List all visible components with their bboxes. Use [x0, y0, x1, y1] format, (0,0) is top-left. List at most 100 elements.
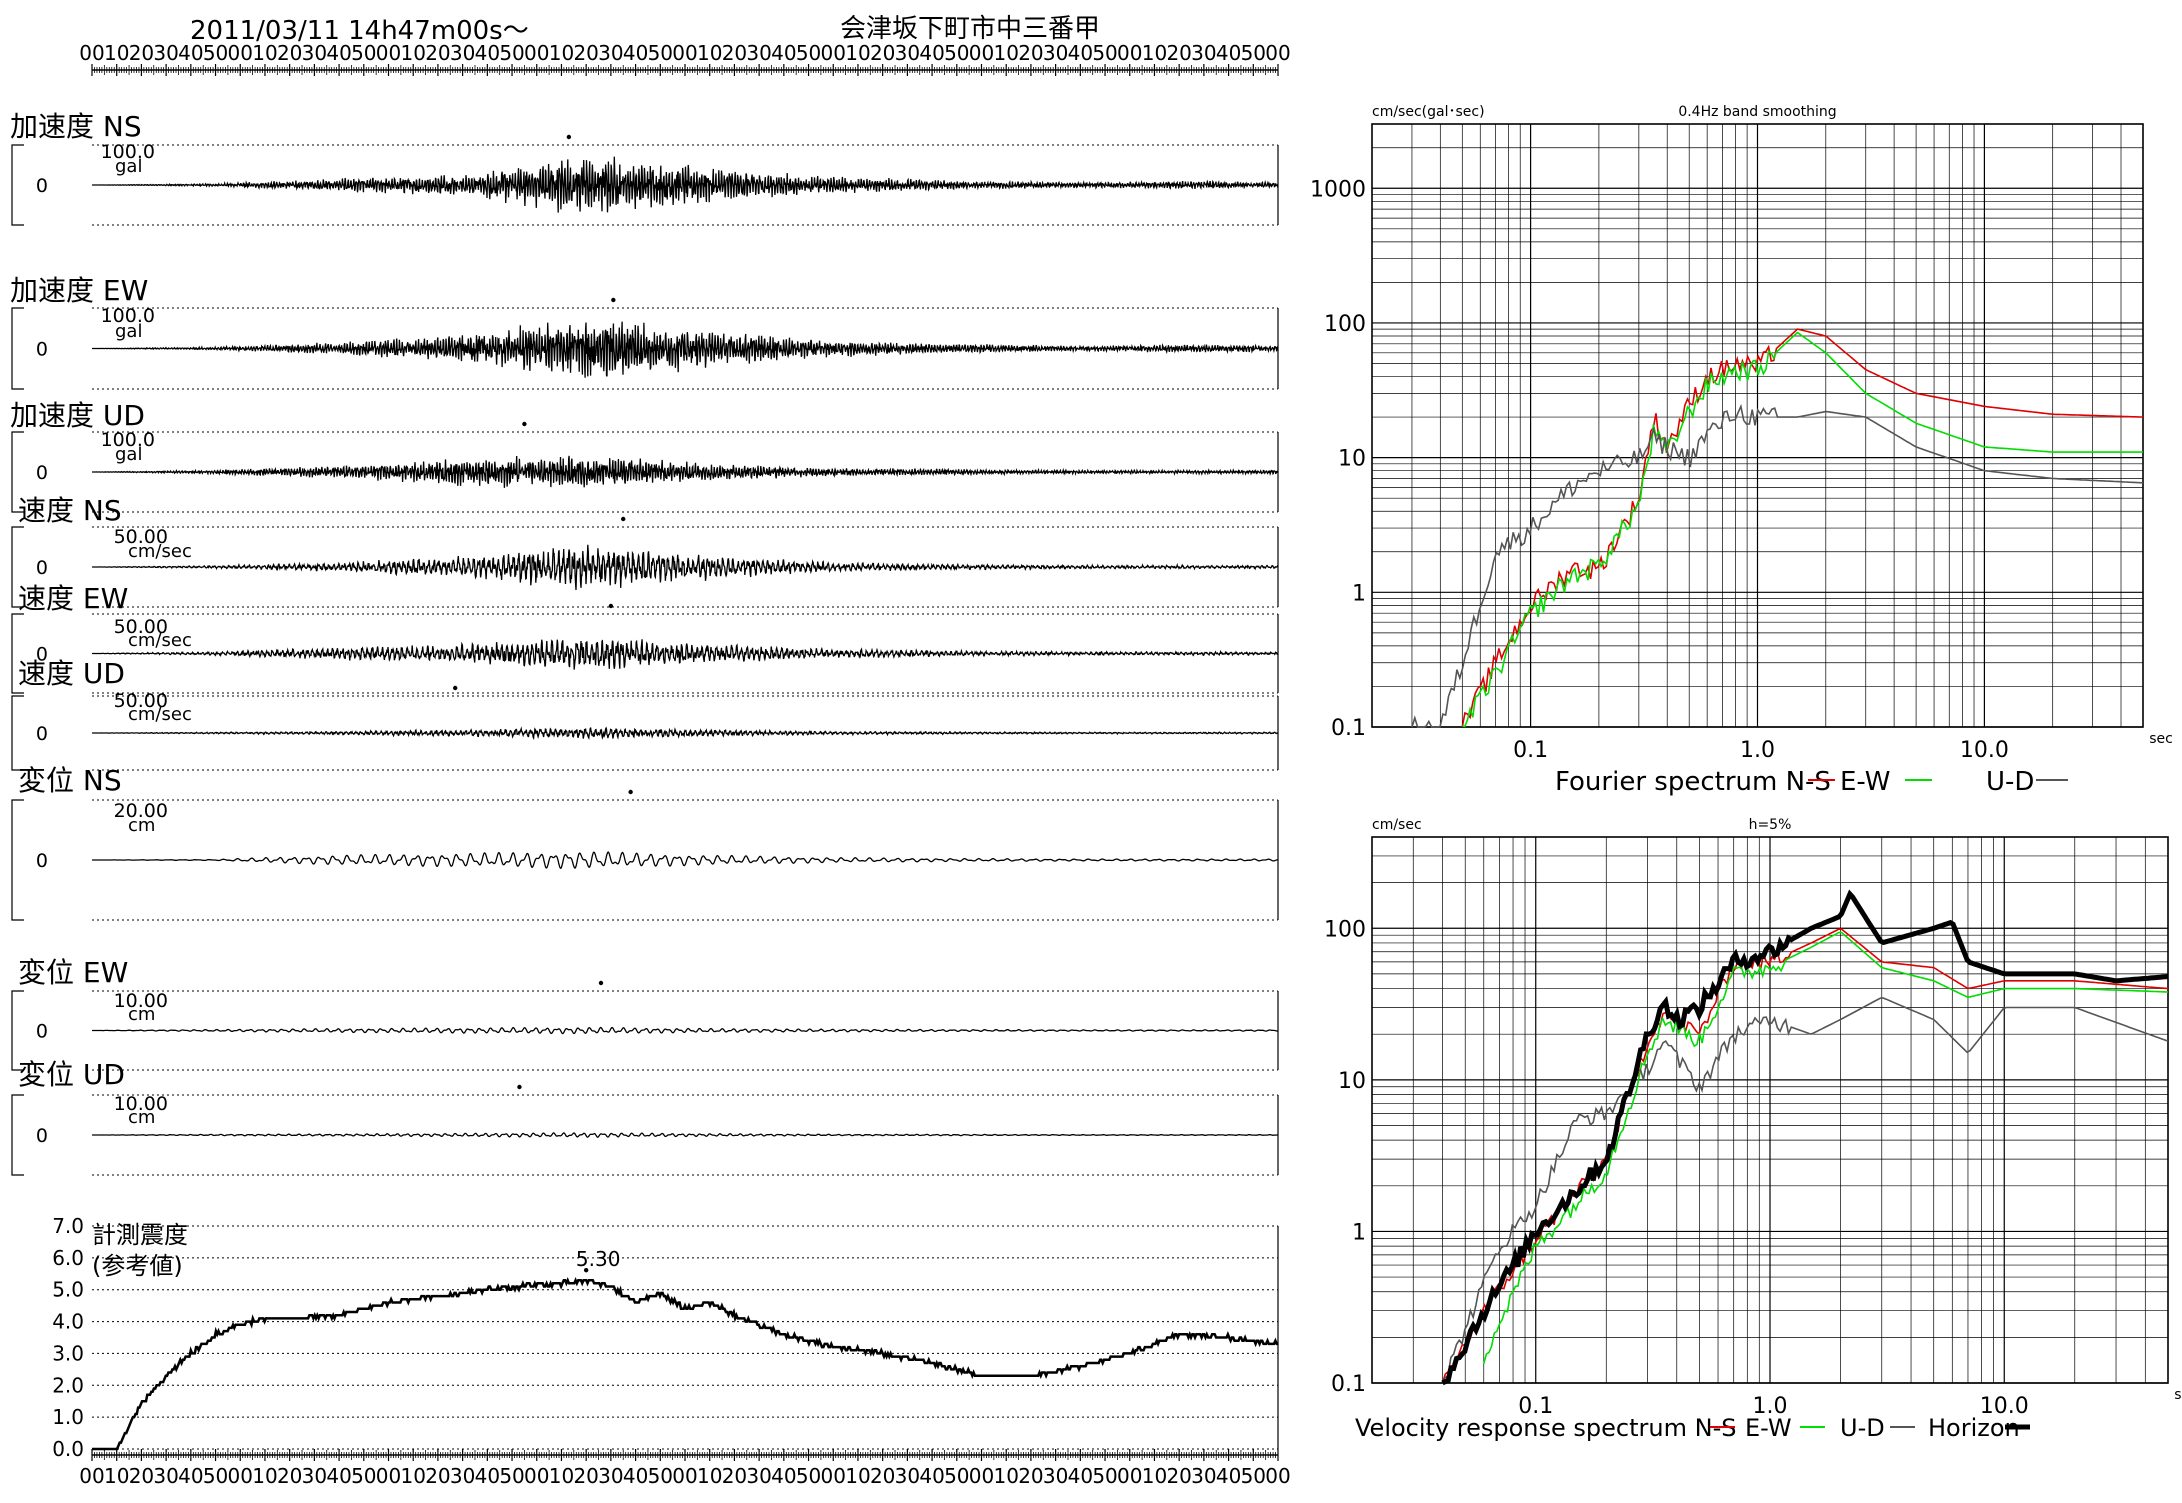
panel-disp-ns-unit-label: cm — [128, 815, 155, 836]
time-axis-top-tick-label: 40 — [1216, 41, 1241, 65]
fourier-y-tick-label: 0.1 — [1331, 716, 1366, 741]
time-axis-bottom-tick-label: 50 — [1092, 1464, 1117, 1488]
panel-vel-ew-bracket — [11, 613, 24, 694]
time-axis-bottom-tick-label: 10 — [1142, 1464, 1167, 1488]
time-axis-top-tick-label: 40 — [1068, 41, 1093, 65]
time-axis-bottom-tick-label: 20 — [425, 1464, 450, 1488]
time-axis-top-tick-label: 30 — [598, 41, 623, 65]
time-axis-bottom-tick-label: 00 — [1117, 1464, 1142, 1488]
time-axis-bottom-tick-label: 30 — [598, 1464, 623, 1488]
fourier-legend-ud-label: U-D — [1986, 767, 2034, 797]
intensity-y-tick-label: 3.0 — [52, 1341, 84, 1365]
time-axis-bottom-tick-label: 20 — [1018, 1464, 1043, 1488]
velocity-response-y-tick-label: 10 — [1338, 1069, 1366, 1094]
panel-disp-ud-bracket — [11, 1094, 24, 1176]
panel-vel-ns-unit-label: cm/sec — [128, 541, 192, 562]
time-axis-top-tick-label: 10 — [1142, 41, 1167, 65]
time-axis-bottom-tick-label: 20 — [129, 1464, 154, 1488]
intensity-y-tick-label: 0.0 — [52, 1437, 84, 1461]
time-axis-top-tick-label: 50 — [351, 41, 376, 65]
panel-acc-ns-bracket — [11, 144, 24, 226]
time-axis-top-tick-label: 00 — [228, 41, 253, 65]
time-axis-top-tick-label: 10 — [252, 41, 277, 65]
panel-disp-ew-bracket — [11, 990, 24, 1071]
panel-acc-ns-peak-marker — [566, 134, 572, 140]
panel-vel-ns-zero-label: 0 — [36, 557, 48, 579]
time-axis-bottom-tick-label: 40 — [919, 1464, 944, 1488]
time-axis-bottom-tick-label: 00 — [672, 1464, 697, 1488]
fourier-x-tick-label: 1.0 — [1740, 738, 1775, 763]
time-axis-bottom-tick-label: 50 — [203, 1464, 228, 1488]
time-axis-bottom-tick-label: 30 — [1191, 1464, 1216, 1488]
panel-disp-ns-scale-label: 20.00 — [114, 800, 168, 822]
time-axis-bottom-tick-label: 00 — [1265, 1464, 1290, 1488]
time-axis-bottom-tick-label: 20 — [573, 1464, 598, 1488]
panel-disp-ns-waveform — [92, 851, 1278, 869]
time-axis-bottom-tick-label: 10 — [252, 1464, 277, 1488]
time-axis-bottom-tick-label: 10 — [104, 1464, 129, 1488]
panel-vel-ud-bracket — [11, 695, 24, 771]
panel-vel-ns-waveform — [92, 544, 1279, 591]
time-axis-bottom-tick-label: 00 — [821, 1464, 846, 1488]
panel-disp-ns-bracket — [11, 799, 24, 921]
time-axis-bottom-tick-label: 40 — [1068, 1464, 1093, 1488]
time-axis-top-tick-label: 20 — [129, 41, 154, 65]
time-axis-top-tick-label: 00 — [672, 41, 697, 65]
panel-vel-ew-zero-label: 0 — [36, 644, 48, 666]
time-axis-bottom-tick-label: 30 — [302, 1464, 327, 1488]
panel-acc-ud-unit-label: gal — [115, 444, 142, 465]
time-axis-bottom-tick-label: 00 — [524, 1464, 549, 1488]
panel-acc-ew-bracket — [11, 307, 24, 390]
time-axis-bottom-tick-label: 10 — [549, 1464, 574, 1488]
velocity-legend-horizon-label: Horizon — [1928, 1414, 2020, 1442]
time-axis-bottom-tick-label: 40 — [475, 1464, 500, 1488]
time-axis-top-tick-label: 40 — [919, 41, 944, 65]
panel-vel-ns-scale-label: 50.00 — [114, 526, 168, 548]
panel-disp-ud-title: 変位 UD — [18, 1058, 125, 1091]
panel-vel-ud-zero-label: 0 — [36, 723, 48, 745]
time-axis-bottom-tick-label: 30 — [895, 1464, 920, 1488]
time-axis-top-tick-label: 40 — [178, 41, 203, 65]
panel-acc-ns-zero-label: 0 — [36, 175, 48, 197]
panel-vel-ew-title: 速度 EW — [18, 582, 128, 615]
panel-acc-ew-scale-label: 100.0 — [101, 305, 155, 327]
time-axis-top-tick-label: 20 — [277, 41, 302, 65]
time-axis-top-tick-label: 20 — [1018, 41, 1043, 65]
panel-disp-ud-scale-label: 10.00 — [114, 1093, 168, 1115]
panel-vel-ew-scale-label: 50.00 — [114, 616, 168, 638]
panel-disp-ud-waveform — [92, 1132, 1278, 1138]
time-axis-top-tick-label: 00 — [1117, 41, 1142, 65]
velocity-response-y-tick-label: 100 — [1324, 917, 1366, 942]
panel-vel-ud-waveform — [92, 726, 1279, 741]
velocity-response-note: h=5% — [1749, 817, 1792, 833]
panel-acc-ew-peak-marker — [611, 297, 616, 303]
time-axis-bottom-tick-label: 50 — [796, 1464, 821, 1488]
panel-acc-ud-waveform — [92, 455, 1279, 488]
velocity-response-y-tick-label: 0.1 — [1331, 1372, 1366, 1397]
panel-vel-ns-peak-marker — [621, 516, 626, 522]
time-axis-top-tick-label: 30 — [895, 41, 920, 65]
time-axis-top-tick-label: 30 — [1191, 41, 1216, 65]
fourier-y-unit: cm/sec(gal･sec) — [1372, 104, 1485, 120]
time-axis-top-tick-label: 50 — [1092, 41, 1117, 65]
panel-acc-ns-unit-label: gal — [115, 156, 142, 177]
time-axis-top-tick-label: 00 — [376, 41, 401, 65]
panel-vel-ud-unit-label: cm/sec — [128, 704, 192, 725]
time-axis-top-tick-label: 40 — [326, 41, 351, 65]
velocity-response-x-tick-label: 10.0 — [1980, 1394, 2029, 1419]
fourier-series-ud — [1411, 403, 2144, 728]
velocity-response-x-tick-label: 1.0 — [1753, 1394, 1788, 1419]
fourier-note: 0.4Hz band smoothing — [1678, 104, 1836, 120]
panel-disp-ew-scale-label: 10.00 — [114, 990, 168, 1012]
panel-acc-ns-scale-label: 100.0 — [101, 141, 155, 163]
time-axis-bottom-tick-label: 50 — [351, 1464, 376, 1488]
time-axis-top-tick-label: 30 — [153, 41, 178, 65]
panel-vel-ud-peak-marker — [453, 685, 458, 691]
intensity-y-tick-label: 4.0 — [52, 1310, 84, 1334]
fourier-y-tick-label: 100 — [1324, 312, 1366, 337]
time-axis-top-tick-label: 00 — [524, 41, 549, 65]
intensity-peak-marker — [583, 1267, 589, 1273]
time-axis-bottom-tick-label: 40 — [1216, 1464, 1241, 1488]
intensity-peak-label: 5.30 — [576, 1247, 621, 1271]
fourier-x-tick-label: 10.0 — [1960, 738, 2009, 763]
